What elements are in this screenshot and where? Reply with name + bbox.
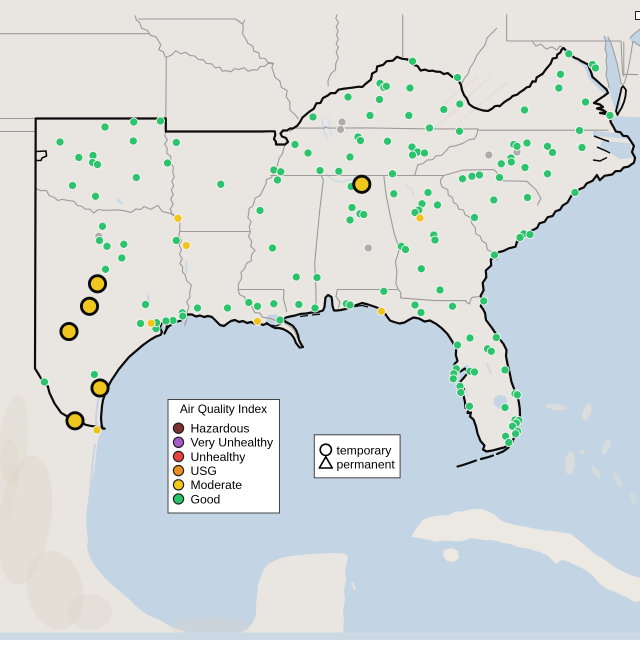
svg-text:temporary: temporary (337, 443, 393, 457)
svg-text:Good: Good (191, 492, 221, 506)
svg-text:Hazardous: Hazardous (191, 422, 250, 436)
svg-text:Very Unhealthy: Very Unhealthy (191, 436, 275, 450)
svg-text:permanent: permanent (337, 457, 396, 471)
svg-text:Moderate: Moderate (191, 478, 243, 492)
svg-text:Unhealthy: Unhealthy (191, 450, 247, 464)
svg-text:Air Quality Index: Air Quality Index (180, 402, 267, 416)
svg-text:USG: USG (191, 464, 217, 478)
